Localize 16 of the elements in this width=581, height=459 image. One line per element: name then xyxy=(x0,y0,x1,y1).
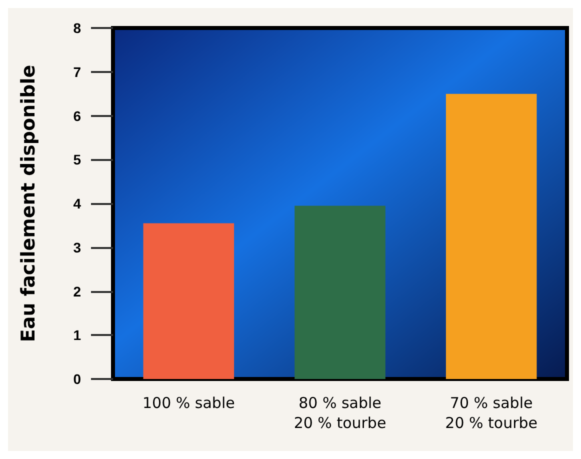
x-tick-label: 100 % sable xyxy=(142,394,235,412)
bar xyxy=(143,223,234,379)
y-tick-label: 0 xyxy=(73,371,82,387)
y-tick-label: 4 xyxy=(73,196,82,212)
y-tick-label: 3 xyxy=(73,239,82,256)
y-tick-label: 1 xyxy=(73,327,82,344)
x-tick-label: 80 % sable 20 % tourbe xyxy=(294,394,386,432)
y-tick-label: 2 xyxy=(73,283,82,300)
y-tick-label: 8 xyxy=(73,20,82,36)
bar xyxy=(294,206,386,379)
x-tick-label: 70 % sable 20 % tourbe xyxy=(445,394,538,432)
y-tick-label: 5 xyxy=(73,152,82,168)
y-tick-label: 6 xyxy=(73,108,82,124)
y-tick-label: 7 xyxy=(73,64,82,80)
y-axis-title: Eau facilement disponible xyxy=(18,64,40,342)
bar xyxy=(446,94,537,379)
